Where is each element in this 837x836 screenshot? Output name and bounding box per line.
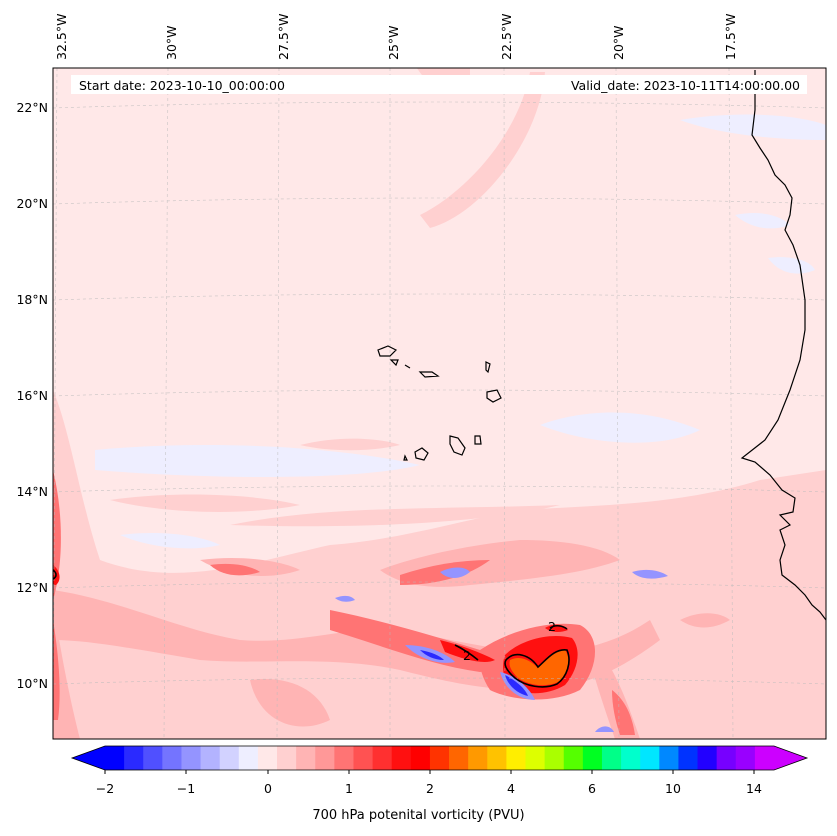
colorbar-tick-label: −1 xyxy=(177,781,195,796)
colorbar-tick-label: 2 xyxy=(426,781,434,796)
colorbar-segment xyxy=(563,746,584,770)
colorbar-segment xyxy=(219,746,240,770)
colorbar-under-arrow xyxy=(72,746,105,770)
colorbar-tick-label: 6 xyxy=(588,781,596,796)
lat-label: 16°N xyxy=(16,388,48,403)
map-frame xyxy=(52,67,827,740)
lat-label: 10°N xyxy=(16,676,48,691)
lon-label: 22.5°W xyxy=(499,14,514,60)
colorbar-tick-label: 1 xyxy=(345,781,353,796)
colorbar-segment xyxy=(296,746,316,770)
latitude-labels: 22°N 20°N 18°N 16°N 14°N 12°N 10°N xyxy=(16,100,48,691)
africa-coastline xyxy=(740,70,826,621)
colorbar-segment xyxy=(162,746,182,770)
colorbar-segment xyxy=(449,746,469,770)
colorbar-segment xyxy=(105,746,125,770)
lon-label: 25°W xyxy=(386,25,401,60)
colorbar xyxy=(70,745,809,774)
colorbar-segment xyxy=(124,746,144,770)
colorbar-tick-label: 0 xyxy=(264,781,272,796)
colorbar-tick-label: −2 xyxy=(96,781,114,796)
colorbar-segment xyxy=(506,746,527,770)
colorbar-segment xyxy=(678,746,699,770)
colorbar-segment xyxy=(334,746,354,770)
contour-label-2b: 2 xyxy=(548,619,556,634)
lat-label: 20°N xyxy=(16,196,48,211)
colorbar-segment xyxy=(601,746,622,770)
colorbar-segment xyxy=(487,746,507,770)
lon-label: 17.5°W xyxy=(723,14,738,60)
cape-verde-islands xyxy=(377,345,502,461)
lat-label: 14°N xyxy=(16,484,48,499)
lat-label: 22°N xyxy=(16,100,48,115)
colorbar-segment xyxy=(315,746,335,770)
date-banner xyxy=(71,75,807,94)
colorbar-over-arrow xyxy=(774,746,807,770)
contour-label-2: 2 xyxy=(463,648,471,663)
colorbar-segment xyxy=(353,746,374,770)
colorbar-tick-label: 10 xyxy=(665,781,681,796)
colorbar-segment xyxy=(525,746,546,770)
lon-label: 20°W xyxy=(611,25,626,60)
lat-label: 18°N xyxy=(16,292,48,307)
lon-label: 27.5°W xyxy=(276,14,291,60)
map-panel: 2 2 Start date: 2023-10-10_00:00:00 Vali… xyxy=(53,68,826,739)
coastlines xyxy=(377,70,826,621)
pv-2-contours xyxy=(53,569,570,688)
lon-label: 32.5°W xyxy=(54,14,69,60)
colorbar-segment xyxy=(640,746,660,770)
colorbar-segment xyxy=(582,746,603,770)
max-pv-core xyxy=(509,650,569,686)
colorbar-segment xyxy=(143,746,163,770)
colorbar-title: 700 hPa potenital vorticity (PVU) xyxy=(312,808,525,823)
colorbar-segment xyxy=(716,746,737,770)
colorbar-segment xyxy=(544,746,565,770)
colorbar-ticks: −2 −1 0 1 2 4 6 10 14 xyxy=(96,781,762,796)
colorbar-segment xyxy=(372,746,393,770)
longitude-labels: 32.5°W 30°W 27.5°W 25°W 22.5°W 20°W 17.5… xyxy=(54,14,738,60)
start-date-label: Start date: 2023-10-10_00:00:00 xyxy=(79,78,285,93)
colorbar-segment xyxy=(391,746,412,770)
colorbar-segment xyxy=(200,746,221,770)
colorbar-segment xyxy=(181,746,202,770)
colorbar-segment xyxy=(410,746,431,770)
colorbar-segment xyxy=(468,746,488,770)
valid-date-label: Valid_date: 2023-10-11T14:00:00.00 xyxy=(571,78,800,93)
colorbar-segment xyxy=(659,746,679,770)
lon-label: 30°W xyxy=(164,25,179,60)
graticule xyxy=(53,68,826,739)
colorbar-segment xyxy=(429,746,450,770)
colorbar-tick-label: 14 xyxy=(746,781,762,796)
colorbar-segment xyxy=(238,746,259,770)
strong-negative-pv xyxy=(420,650,528,696)
lat-label: 12°N xyxy=(16,580,48,595)
colorbar-segment xyxy=(754,746,775,770)
colorbar-segment xyxy=(621,746,641,770)
colorbar-segment xyxy=(697,746,718,770)
colorbar-tick-label: 4 xyxy=(507,781,515,796)
colorbar-segment xyxy=(735,746,756,770)
colorbar-segment xyxy=(277,746,297,770)
colorbar-segment xyxy=(257,746,278,770)
